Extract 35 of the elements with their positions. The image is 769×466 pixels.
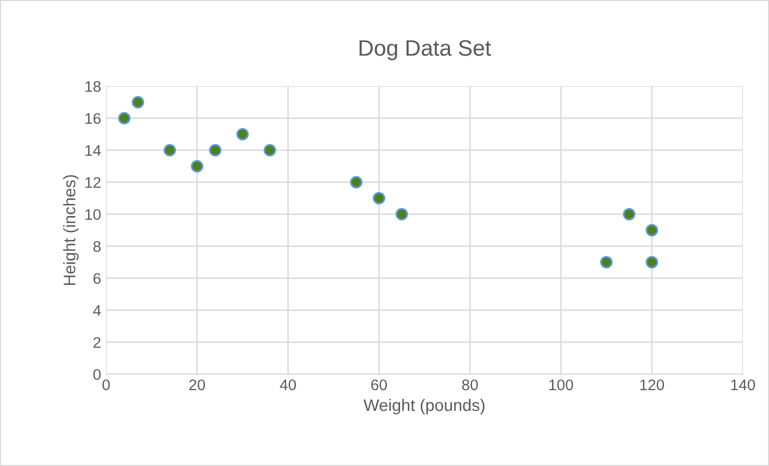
y-tick-label: 14 [85,145,101,156]
x-tick-label: 80 [462,379,478,390]
y-tick-label: 10 [85,209,101,220]
y-axis-title: Height (inches) [63,175,79,285]
x-tick-label: 40 [280,379,296,390]
point [118,112,131,124]
point [190,160,204,172]
x-tick-label: 0 [102,379,110,390]
x-tick-label: 120 [640,379,664,390]
point [600,256,613,268]
point [164,144,176,156]
point [236,128,249,140]
point [646,224,658,236]
point [209,144,222,156]
x-tick-label: 140 [731,379,756,390]
point [372,192,386,204]
y-tick-label: 0 [93,369,101,380]
y-tick-label: 12 [85,177,100,188]
y-tick-label: 6 [94,273,101,284]
point [396,208,408,220]
chart-title: Dog Data Set [360,40,492,60]
x-tick-label: 100 [549,379,574,390]
y-tick-label: 18 [85,81,101,92]
point [646,256,658,268]
y-tick-label: 16 [85,113,101,124]
y-tick-label: 4 [93,305,101,316]
y-tick-label: 2 [94,337,100,348]
y-tick-label: 8 [93,241,101,252]
x-tick-label: 60 [371,379,387,390]
point [350,176,362,188]
point [622,208,636,220]
point [264,144,276,156]
x-tick-label: 20 [189,379,205,390]
x-axis-title: Weight (pounds) [364,398,484,414]
point [132,96,144,108]
